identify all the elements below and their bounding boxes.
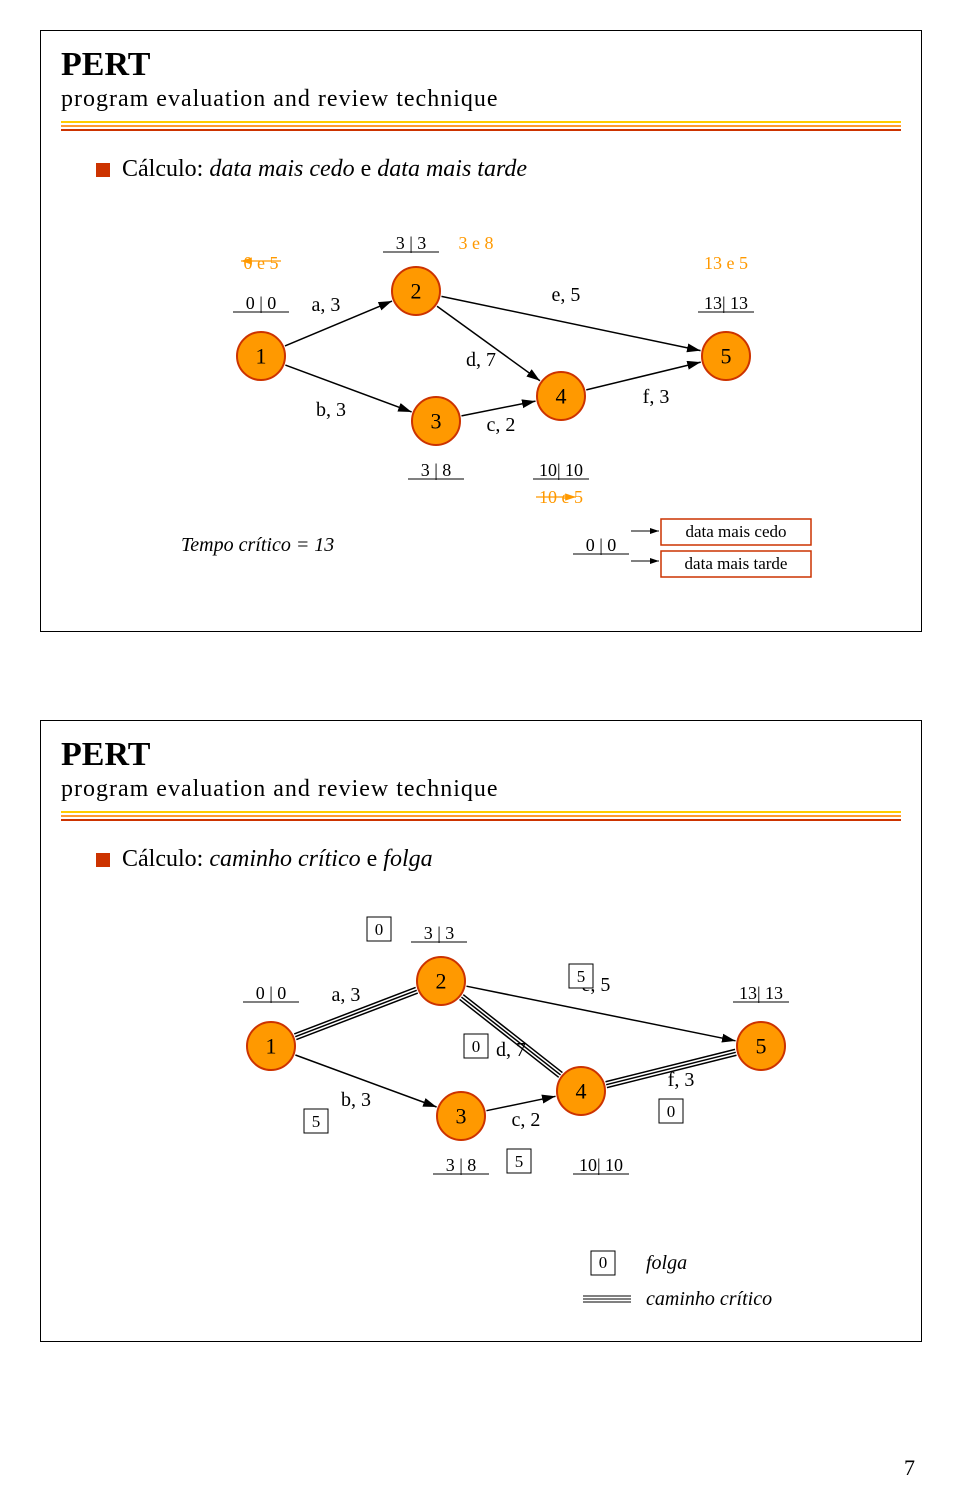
time-label: 10| 10 — [539, 460, 583, 480]
time-label: 13 e 5 — [704, 253, 748, 273]
slack-value: 5 — [515, 1152, 524, 1171]
time-label: 0 | 0 — [256, 983, 287, 1003]
bullet-icon — [96, 853, 110, 867]
bullet-text-top: Cálculo: data mais cedo e data mais tard… — [122, 156, 527, 183]
edge-label: a, 3 — [312, 294, 341, 316]
time-label: 0 | 0 — [586, 535, 617, 555]
edge-label: c, 2 — [512, 1109, 541, 1131]
node-label: 5 — [721, 344, 732, 369]
node-label: 4 — [556, 384, 567, 409]
slack-value: 0 — [375, 920, 384, 939]
time-label: 0 e 5 — [244, 253, 279, 273]
time-label: 3 | 8 — [421, 460, 452, 480]
time-label: 10| 10 — [579, 1155, 623, 1175]
edge-label: d, 7 — [496, 1039, 526, 1061]
edge-label: f, 3 — [643, 386, 670, 408]
edge-label: b, 3 — [316, 399, 346, 421]
bullet-text-bottom: Cálculo: caminho crítico e folga — [122, 846, 433, 873]
time-label: 0 | 0 — [246, 293, 277, 313]
node-label: 1 — [266, 1034, 277, 1059]
legend-slack-value: 0 — [599, 1253, 608, 1272]
panel-top-frame: PERT program evaluation and review techn… — [40, 30, 922, 632]
page: PERT program evaluation and review techn… — [0, 0, 960, 1506]
edge-label: a, 3 — [332, 984, 361, 1006]
time-label: 13| 13 — [704, 293, 748, 313]
slack-value: 5 — [312, 1112, 321, 1131]
edge-label: e, 5 — [552, 284, 581, 306]
slack-value: 0 — [472, 1037, 481, 1056]
panel-bottom-subtitle: program evaluation and review technique — [61, 776, 499, 803]
slack-value: 5 — [577, 967, 586, 986]
node-label: 4 — [576, 1079, 587, 1104]
diagram-bottom: a, 3b, 3d, 7c, 2e, 5f, 3123450 | 03 | 31… — [121, 891, 881, 1321]
title-underline-top — [61, 121, 901, 133]
diagram-top: a, 3 b, 3 d, 7 c, 2 e, 5 f, 3 1 2 3 4 5 0 e 5 0 | 0 3… — [121, 201, 881, 611]
tempo-critico-label: Tempo crítico = 13 — [181, 534, 334, 556]
time-label: 3 | 3 — [424, 923, 455, 943]
time-label: 3 | 3 — [396, 233, 427, 253]
time-label: 3 e 8 — [459, 233, 494, 253]
node-label: 1 — [256, 344, 267, 369]
node-label: 2 — [411, 279, 422, 304]
node-label: 3 — [456, 1104, 467, 1129]
node-label: 3 — [431, 409, 442, 434]
title-underline-bottom — [61, 811, 901, 823]
node-label: 5 — [756, 1034, 767, 1059]
legend-folga-label: folga — [646, 1252, 687, 1274]
time-label: 13| 13 — [739, 983, 783, 1003]
edge-label: c, 2 — [487, 414, 516, 436]
bullet-icon — [96, 163, 110, 177]
bullet-top: Cálculo: data mais cedo e data mais tard… — [96, 156, 527, 183]
legend-critico-label: caminho crítico — [646, 1288, 772, 1310]
panel-bottom-title: PERT — [61, 736, 150, 774]
node-label: 2 — [436, 969, 447, 994]
time-label: 3 | 8 — [446, 1155, 477, 1175]
edge-label: f, 3 — [668, 1069, 695, 1091]
legend-text-cedo: data mais cedo — [685, 522, 786, 541]
page-number: 7 — [904, 1455, 915, 1481]
bullet-bottom: Cálculo: caminho crítico e folga — [96, 846, 433, 873]
legend-text-tarde: data mais tarde — [685, 554, 788, 573]
edge — [285, 365, 411, 412]
panel-top-title: PERT — [61, 46, 150, 84]
panel-top-subtitle: program evaluation and review technique — [61, 86, 499, 113]
slack-value: 0 — [667, 1102, 676, 1121]
edge-label: b, 3 — [341, 1089, 371, 1111]
edge-label: d, 7 — [466, 349, 496, 371]
panel-bottom-frame: PERT program evaluation and review techn… — [40, 720, 922, 1342]
